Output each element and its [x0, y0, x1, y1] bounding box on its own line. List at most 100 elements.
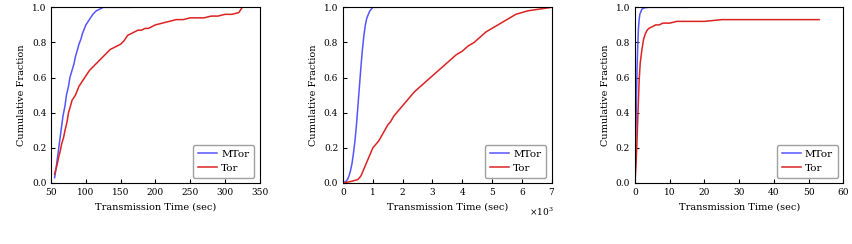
- Tor: [116, 43, 126, 46]
- MTor: [72, 48, 83, 51]
- MTor: [112, 6, 123, 9]
- Tor: [74, 85, 84, 88]
- Tor: [630, 164, 641, 167]
- MTor: [98, 6, 108, 9]
- Tor: [434, 69, 444, 72]
- Tor: [630, 182, 640, 184]
- MTor: [633, 44, 643, 47]
- Tor: [206, 15, 216, 18]
- Tor: [803, 18, 814, 21]
- Tor: [360, 164, 371, 167]
- Tor: [644, 27, 654, 30]
- MTor: [638, 7, 648, 10]
- Tor: [648, 25, 658, 28]
- Tor: [55, 150, 66, 153]
- Tor: [734, 18, 745, 21]
- MTor: [360, 23, 371, 26]
- Tor: [469, 41, 479, 44]
- Tor: [377, 134, 387, 137]
- MTor: [55, 136, 66, 139]
- MTor: [374, 6, 384, 9]
- MTor: [56, 125, 66, 128]
- MTor: [66, 69, 77, 72]
- Tor: [366, 150, 377, 153]
- MTor: [351, 123, 361, 126]
- Legend: MTor, Tor: MTor, Tor: [485, 145, 546, 178]
- Tor: [386, 120, 396, 123]
- Y-axis label: Cumulative Fraction: Cumulative Fraction: [17, 44, 26, 146]
- Tor: [394, 108, 405, 111]
- MTor: [76, 38, 86, 41]
- MTor: [357, 48, 367, 51]
- Line: Tor: Tor: [635, 20, 819, 183]
- MTor: [363, 13, 373, 16]
- MTor: [54, 146, 64, 149]
- MTor: [88, 13, 98, 16]
- Tor: [751, 18, 762, 21]
- Tor: [416, 85, 426, 88]
- MTor: [636, 9, 647, 12]
- Tor: [492, 23, 503, 26]
- Y-axis label: Cumulative Fraction: Cumulative Fraction: [602, 44, 610, 146]
- Tor: [133, 29, 143, 32]
- Tor: [199, 16, 209, 19]
- Tor: [237, 6, 247, 9]
- Tor: [54, 155, 64, 158]
- X-axis label: Transmission Time (sec): Transmission Time (sec): [387, 203, 508, 211]
- Tor: [108, 46, 118, 49]
- MTor: [641, 6, 651, 9]
- Tor: [365, 153, 375, 156]
- Tor: [451, 53, 461, 56]
- MTor: [74, 43, 84, 46]
- MTor: [635, 13, 645, 16]
- Tor: [463, 44, 473, 47]
- MTor: [636, 11, 646, 14]
- Tor: [445, 59, 455, 61]
- Tor: [158, 22, 168, 25]
- Tor: [71, 94, 81, 97]
- Tor: [641, 32, 651, 35]
- Tor: [522, 9, 532, 12]
- MTor: [371, 6, 381, 9]
- MTor: [81, 23, 91, 26]
- Tor: [481, 30, 491, 33]
- MTor: [359, 34, 369, 37]
- Legend: MTor, Tor: MTor, Tor: [777, 145, 838, 178]
- Tor: [392, 111, 402, 114]
- MTor: [63, 85, 73, 88]
- MTor: [630, 182, 640, 184]
- Tor: [88, 66, 98, 69]
- Tor: [59, 136, 69, 139]
- Tor: [126, 32, 136, 35]
- Tor: [56, 143, 66, 146]
- Tor: [510, 13, 521, 16]
- Tor: [130, 30, 140, 33]
- MTor: [362, 16, 372, 19]
- MTor: [353, 104, 363, 107]
- Tor: [380, 129, 390, 132]
- MTor: [95, 8, 105, 10]
- Tor: [389, 115, 399, 118]
- Tor: [404, 97, 414, 100]
- Tor: [682, 20, 692, 23]
- MTor: [105, 6, 115, 9]
- Tor: [534, 8, 544, 10]
- Tor: [374, 139, 384, 142]
- Tor: [95, 59, 105, 61]
- Tor: [475, 36, 485, 39]
- Tor: [383, 123, 393, 126]
- MTor: [631, 102, 642, 105]
- Tor: [178, 18, 188, 21]
- Tor: [353, 178, 363, 181]
- MTor: [636, 8, 647, 10]
- Tor: [63, 111, 73, 114]
- MTor: [52, 157, 62, 160]
- Tor: [632, 138, 642, 141]
- Tor: [661, 22, 671, 25]
- Tor: [440, 64, 450, 67]
- Tor: [400, 101, 411, 104]
- Tor: [498, 20, 509, 23]
- Tor: [457, 50, 467, 53]
- MTor: [49, 176, 60, 179]
- Tor: [368, 146, 378, 149]
